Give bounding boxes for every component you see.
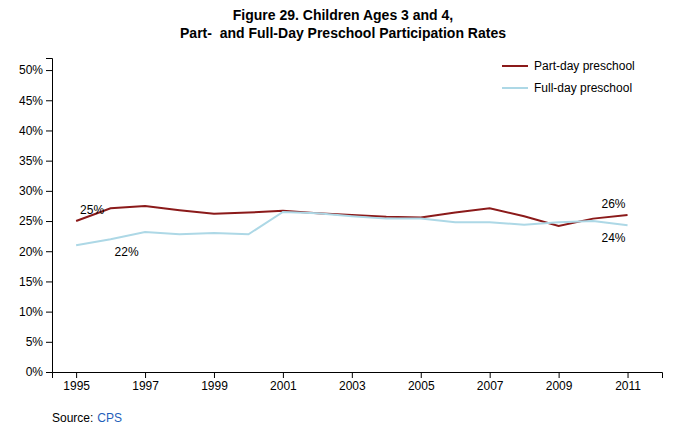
x-tick: 2001 [270,372,297,393]
x-axis-line [53,373,663,379]
x-tick-mark [283,372,284,378]
legend-label: Full-day preschool [534,81,632,95]
legend-item: Full-day preschool [502,81,632,95]
x-tick-mark [421,372,422,378]
y-tick-mark [46,130,52,131]
series-line [76,212,627,245]
y-tick: 5% [26,335,52,349]
y-tick-label: 10% [19,305,43,319]
x-tick-label: 1999 [201,379,228,393]
legend-label: Part-day preschool [534,59,635,73]
y-tick-label: 30% [19,184,43,198]
x-tick: 2007 [477,372,504,393]
y-tick-mark [46,161,52,162]
y-tick: 20% [19,245,52,259]
annotation: 26% [602,197,626,211]
source-part: Source: [52,411,93,425]
y-tick-mark [46,221,52,222]
title: Figure 29. Children Ages 3 and 4, [233,7,453,23]
x-tick-mark [352,372,353,378]
annotation: 25% [80,203,104,217]
x-tick-mark [76,372,77,378]
x-tick-label: 2007 [477,379,504,393]
plot: 1995 1997 1999 2001 2003 2005 2007 2009 2011 0% 5%… [19,59,663,393]
y-tick-label: 0% [26,365,44,379]
x-tick-label: 2009 [546,379,573,393]
y-tick: 35% [19,154,52,168]
x-tick-label: 2005 [408,379,435,393]
y-tick-mark [46,372,52,373]
subtitle: Part- and Full-Day Preschool Participati… [180,25,506,41]
legend-swatch [502,87,528,89]
chart: Figure 29. Children Ages 3 and 4, Part- a… [0,0,686,430]
legend-swatch [502,65,528,67]
y-tick-mark [46,251,52,252]
x-tick: 2009 [546,372,573,393]
x-tick: 2011 [615,372,641,393]
x-tick-label: 1995 [63,379,90,393]
x-tick: 2003 [339,372,366,393]
x-tick-mark [145,372,146,378]
x-tick: 1995 [63,372,90,393]
y-tick-label: 25% [19,214,43,228]
lines [76,206,627,245]
y-tick: 15% [19,275,52,289]
y-tick: 40% [19,124,52,138]
legend: Part-day preschool Full-day preschool [502,59,635,95]
x-tick: 2005 [408,372,435,393]
x-tick-mark [490,372,491,378]
y-tick: 30% [19,184,52,198]
y-tick-label: 20% [19,245,43,259]
x-tick: 1997 [132,372,159,393]
y-tick-mark [46,70,52,71]
y-tick-label: 35% [19,154,43,168]
annotation: 22% [115,245,139,259]
y-tick-label: 45% [19,94,43,108]
y-tick-label: 5% [26,335,44,349]
x-tick-label: 2003 [339,379,366,393]
legend-item: Part-day preschool [502,59,635,73]
x-tick: 1999 [201,372,228,393]
x-tick-label: 1997 [132,379,159,393]
y-tick-label: 50% [19,63,43,77]
y-tick-mark [46,191,52,192]
y-tick: 10% [19,305,52,319]
source: Source: CPS [52,411,122,425]
y-tick: 0% [26,365,52,379]
y-tick-mark [46,342,52,343]
annotation: 24% [602,231,626,245]
y-tick-mark [46,281,52,282]
y-tick-mark [46,312,52,313]
y-tick: 50% [19,63,52,77]
y-tick-label: 15% [19,275,43,289]
x-tick-mark [214,372,215,378]
y-tick: 45% [19,94,52,108]
y-tick: 25% [19,214,52,228]
source-part: CPS [97,411,122,425]
y-axis: 0% 5% 10% 15% 20% 25% 30% 35% 40% 45% 50% [19,59,53,380]
x-tick-label: 2011 [615,379,641,393]
annotations: 25% 22% 26% 24% [80,197,626,259]
x-axis: 1995 1997 1999 2001 2003 2005 2007 2009 2011 [53,372,663,393]
y-tick-label: 40% [19,124,43,138]
x-tick-mark [628,372,629,378]
x-tick-label: 2001 [270,379,297,393]
y-tick-mark [46,100,52,101]
y-axis-line [46,59,53,373]
x-tick-mark [559,372,560,378]
